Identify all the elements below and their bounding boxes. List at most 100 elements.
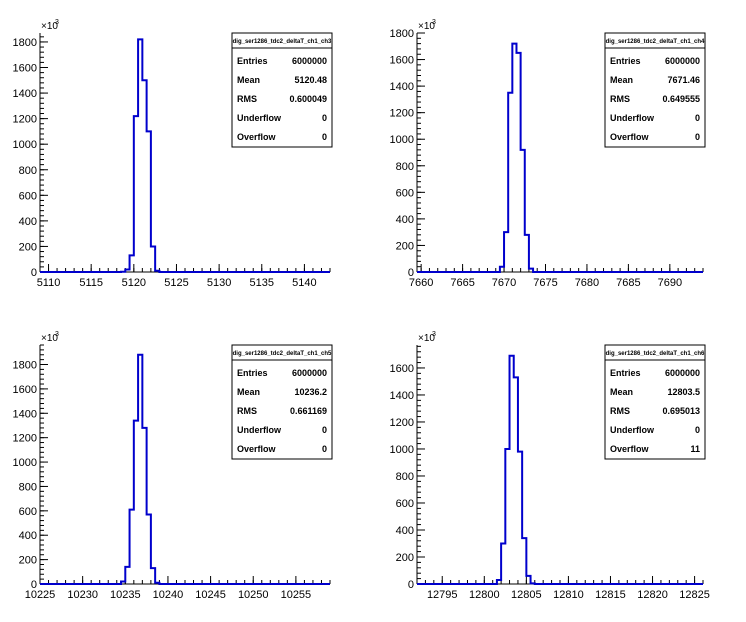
histogram-series xyxy=(40,353,330,585)
x-tick-label: 7675 xyxy=(533,277,557,289)
stats-value: 12803.5 xyxy=(667,387,700,397)
y-tick-label: 200 xyxy=(19,241,37,253)
stats-key: Overflow xyxy=(610,444,650,454)
stats-value: 6000000 xyxy=(665,56,700,66)
stats-value: 10236.2 xyxy=(294,387,327,397)
stats-title: dig_ser1286_tdc2_deltaT_ch1_ch6 xyxy=(606,351,705,357)
stats-box-frame xyxy=(231,32,333,148)
y-tick-label: 800 xyxy=(19,481,37,493)
y-multiplier-exponent: 3 xyxy=(55,19,59,26)
histogram-panel-2: 0 200 400 600 800 1000 1200 1400 1600 1800 7660 766… xyxy=(390,19,706,289)
x-tick-label: 7685 xyxy=(616,277,640,289)
stats-key: Overflow xyxy=(610,132,650,142)
stats-box-frame xyxy=(604,32,706,148)
histogram-series xyxy=(40,38,330,273)
y-tick-label: 0 xyxy=(408,267,414,279)
y-tick-label: 1400 xyxy=(390,81,414,93)
y-tick-label: 200 xyxy=(19,555,37,567)
y-tick-label: 200 xyxy=(396,552,414,564)
y-tick-label: 1400 xyxy=(390,390,414,402)
x-tick-label: 5140 xyxy=(292,277,316,289)
stats-key: Overflow xyxy=(237,132,277,142)
stats-value: 0 xyxy=(695,113,700,123)
x-tick-label: 5110 xyxy=(37,277,61,289)
y-tick-label: 400 xyxy=(396,525,414,537)
x-tick-label: 7660 xyxy=(409,277,433,289)
y-tick-label: 1800 xyxy=(13,360,37,372)
stats-value: 0.661169 xyxy=(290,406,327,416)
stats-value: 5120.48 xyxy=(294,75,327,85)
y-multiplier-exponent: 3 xyxy=(432,19,436,26)
stats-box: dig_ser1286_tdc2_deltaT_ch1_ch5 Entries 60… xyxy=(231,344,333,460)
x-tick-label: 12795 xyxy=(427,589,458,601)
y-multiplier-label: ×10 xyxy=(418,21,435,32)
stats-value: 6000000 xyxy=(292,368,327,378)
y-tick-label: 800 xyxy=(396,161,414,173)
y-tick-label: 1000 xyxy=(13,457,37,469)
stats-value: 0 xyxy=(322,113,327,123)
stats-key: Entries xyxy=(610,368,641,378)
stats-key: RMS xyxy=(237,94,257,104)
y-tick-label: 600 xyxy=(19,506,37,518)
x-tick-label: 7690 xyxy=(658,277,682,289)
stats-value: 0 xyxy=(322,132,327,142)
x-tick-label: 10230 xyxy=(67,589,98,601)
y-tick-label: 1600 xyxy=(13,63,37,75)
y-tick-label: 1000 xyxy=(390,134,414,146)
stats-value: 11 xyxy=(690,444,700,454)
stats-value: 0 xyxy=(695,132,700,142)
stats-key: Underflow xyxy=(237,425,282,435)
stats-key: Mean xyxy=(237,75,260,85)
x-tick-label: 12820 xyxy=(637,589,668,601)
x-tick-label: 10225 xyxy=(25,589,56,601)
stats-key: RMS xyxy=(610,406,630,416)
x-tick-label: 12815 xyxy=(595,589,626,601)
x-tick-label: 10235 xyxy=(110,589,141,601)
histogram-panel-1: 0 200 400 600 800 1000 1200 1400 1600 1800 5110 511… xyxy=(13,19,333,289)
stats-title: dig_ser1286_tdc2_deltaT_ch1_ch5 xyxy=(233,351,332,357)
stats-value: 0 xyxy=(322,425,327,435)
x-tick-label: 10250 xyxy=(238,589,269,601)
histogram-series xyxy=(417,42,703,273)
histogram-series xyxy=(417,354,703,585)
stats-value: 0.600049 xyxy=(289,94,327,104)
x-tick-label: 12805 xyxy=(511,589,542,601)
x-tick-label: 10240 xyxy=(153,589,184,601)
y-tick-label: 800 xyxy=(396,471,414,483)
y-tick-label: 600 xyxy=(396,498,414,510)
y-tick-label: 1600 xyxy=(390,363,414,375)
y-tick-label: 0 xyxy=(31,579,37,591)
stats-box-frame xyxy=(604,344,706,460)
y-multiplier-label: ×10 xyxy=(41,21,58,32)
stats-title: dig_ser1286_tdc2_deltaT_ch1_ch3 xyxy=(233,39,332,45)
x-tick-label: 7680 xyxy=(575,277,599,289)
y-tick-label: 1400 xyxy=(13,408,37,420)
stats-key: RMS xyxy=(610,94,630,104)
stats-key: Underflow xyxy=(237,113,282,123)
stats-value: 6000000 xyxy=(665,368,700,378)
y-tick-label: 400 xyxy=(19,530,37,542)
histogram-panel-3: 0 200 400 600 800 1000 1200 1400 1600 1800 10225 10… xyxy=(13,331,333,601)
stats-value: 0 xyxy=(695,425,700,435)
x-tick-label: 12810 xyxy=(553,589,584,601)
stats-key: Entries xyxy=(237,56,268,66)
stats-box: dig_ser1286_tdc2_deltaT_ch1_ch3 Entries 60… xyxy=(231,32,333,148)
x-tick-label: 5125 xyxy=(164,277,188,289)
y-tick-label: 1800 xyxy=(13,37,37,49)
y-tick-label: 1000 xyxy=(13,139,37,151)
stats-box: dig_ser1286_tdc2_deltaT_ch1_ch6 Entries 60… xyxy=(604,344,706,460)
stats-key: Mean xyxy=(237,387,260,397)
y-tick-label: 1600 xyxy=(390,55,414,67)
stats-key: Entries xyxy=(610,56,641,66)
x-tick-label: 10245 xyxy=(195,589,226,601)
stats-key: Overflow xyxy=(237,444,277,454)
stats-key: Entries xyxy=(237,368,268,378)
stats-value: 0 xyxy=(322,444,327,454)
x-tick-label: 12800 xyxy=(469,589,500,601)
y-multiplier-label: ×10 xyxy=(41,333,58,344)
stats-key: RMS xyxy=(237,406,257,416)
y-tick-label: 0 xyxy=(408,579,414,591)
stats-box: dig_ser1286_tdc2_deltaT_ch1_ch4 Entries 60… xyxy=(604,32,706,148)
x-tick-label: 5130 xyxy=(207,277,231,289)
stats-box-frame xyxy=(231,344,333,460)
